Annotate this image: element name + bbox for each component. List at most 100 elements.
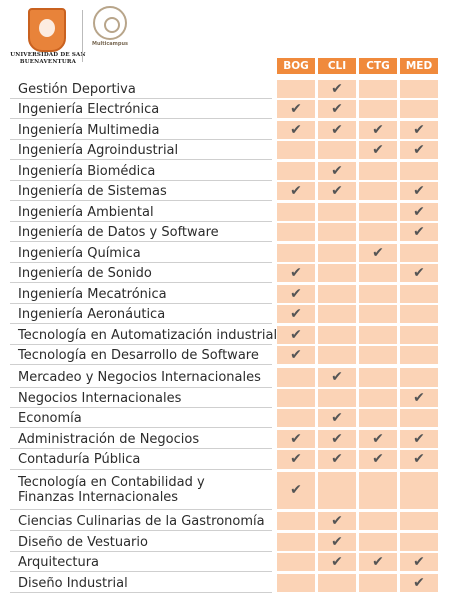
cell-ctg bbox=[359, 574, 397, 592]
university-name: UNIVERSIDAD DE SAN BUENAVENTURA bbox=[10, 52, 86, 65]
cell-bog: ✔ bbox=[277, 285, 315, 303]
check-icon: ✔ bbox=[331, 122, 343, 138]
cell-med: ✔ bbox=[400, 430, 438, 448]
program-name: Ingeniería Aeronáutica bbox=[18, 307, 166, 322]
table-row: Tecnología en Contabilidad y Finanzas Int… bbox=[0, 471, 451, 510]
program-name: Gestión Deportiva bbox=[18, 82, 136, 97]
cell-ctg bbox=[359, 389, 397, 407]
cell-ctg: ✔ bbox=[359, 141, 397, 159]
check-icon: ✔ bbox=[372, 142, 384, 158]
cell-bog: ✔ bbox=[277, 100, 315, 118]
check-icon: ✔ bbox=[413, 224, 425, 240]
cell-bog bbox=[277, 553, 315, 571]
cell-cli bbox=[318, 326, 356, 344]
row-divider bbox=[10, 118, 272, 119]
check-icon: ✔ bbox=[290, 482, 302, 498]
cell-med: ✔ bbox=[400, 203, 438, 221]
row-divider bbox=[10, 469, 272, 470]
table-row: Gestión Deportiva ✔ bbox=[0, 79, 451, 99]
cell-bog bbox=[277, 223, 315, 241]
cell-ctg bbox=[359, 368, 397, 387]
column-header-ctg: CTG bbox=[359, 58, 397, 74]
row-divider bbox=[10, 323, 272, 324]
cell-med bbox=[400, 285, 438, 303]
cell-ctg: ✔ bbox=[359, 553, 397, 571]
cell-cli: ✔ bbox=[318, 409, 356, 427]
cell-cli bbox=[318, 389, 356, 407]
check-icon: ✔ bbox=[290, 347, 302, 363]
cell-ctg bbox=[359, 409, 397, 427]
row-divider bbox=[10, 387, 272, 388]
program-name: Tecnología en Automatización industrial bbox=[18, 328, 278, 343]
check-icon: ✔ bbox=[331, 534, 343, 550]
cell-med bbox=[400, 512, 438, 530]
check-icon: ✔ bbox=[413, 122, 425, 138]
check-icon: ✔ bbox=[413, 390, 425, 406]
cell-cli: ✔ bbox=[318, 512, 356, 530]
check-icon: ✔ bbox=[413, 554, 425, 570]
table-row: Ingeniería Agroindustrial ✔ ✔ bbox=[0, 140, 451, 160]
cell-cli bbox=[318, 203, 356, 221]
cell-bog bbox=[277, 574, 315, 592]
check-icon: ✔ bbox=[372, 122, 384, 138]
program-name: Ingeniería Mecatrónica bbox=[18, 287, 167, 302]
row-divider bbox=[10, 262, 272, 263]
row-divider bbox=[10, 303, 272, 304]
cell-med bbox=[400, 346, 438, 364]
row-divider bbox=[10, 509, 272, 510]
cell-ctg: ✔ bbox=[359, 121, 397, 139]
cell-bog bbox=[277, 244, 315, 262]
check-icon: ✔ bbox=[331, 81, 343, 97]
cell-bog: ✔ bbox=[277, 264, 315, 282]
column-header-cli: CLI bbox=[318, 58, 356, 74]
program-name: Arquitectura bbox=[18, 555, 100, 570]
cell-cli bbox=[318, 223, 356, 241]
cell-ctg bbox=[359, 182, 397, 200]
cell-cli: ✔ bbox=[318, 533, 356, 551]
check-icon: ✔ bbox=[290, 431, 302, 447]
row-divider bbox=[10, 448, 272, 449]
cell-cli: ✔ bbox=[318, 430, 356, 448]
cell-cli: ✔ bbox=[318, 553, 356, 571]
cell-cli bbox=[318, 472, 356, 509]
cell-ctg bbox=[359, 533, 397, 551]
cell-bog bbox=[277, 203, 315, 221]
cell-bog: ✔ bbox=[277, 346, 315, 364]
multicampus-label: Multicampus bbox=[91, 41, 128, 47]
cell-ctg: ✔ bbox=[359, 244, 397, 262]
table-row: Ingeniería de Sistemas ✔ ✔ ✔ bbox=[0, 181, 451, 201]
check-icon: ✔ bbox=[331, 369, 343, 385]
program-name: Ingeniería Multimedia bbox=[18, 123, 160, 138]
cell-med bbox=[400, 472, 438, 509]
check-icon: ✔ bbox=[413, 265, 425, 281]
row-divider bbox=[10, 241, 272, 242]
table-row: Ciencias Culinarias de la Gastronomía ✔ bbox=[0, 511, 451, 531]
cell-bog bbox=[277, 141, 315, 159]
cell-bog: ✔ bbox=[277, 450, 315, 469]
cell-med: ✔ bbox=[400, 553, 438, 571]
table-row: Diseño de Vestuario ✔ bbox=[0, 532, 451, 552]
cell-med: ✔ bbox=[400, 223, 438, 241]
check-icon: ✔ bbox=[290, 451, 302, 467]
cell-cli: ✔ bbox=[318, 162, 356, 180]
program-name: Ingeniería Biomédica bbox=[18, 164, 156, 179]
program-name: Ingeniería de Sonido bbox=[18, 266, 152, 281]
row-divider bbox=[10, 407, 272, 408]
check-icon: ✔ bbox=[331, 554, 343, 570]
check-icon: ✔ bbox=[290, 265, 302, 281]
cell-med bbox=[400, 305, 438, 323]
cell-bog: ✔ bbox=[277, 430, 315, 448]
program-name: Ingeniería Electrónica bbox=[18, 102, 160, 117]
table-row: Arquitectura ✔ ✔ ✔ bbox=[0, 552, 451, 572]
cell-med: ✔ bbox=[400, 141, 438, 159]
cell-ctg bbox=[359, 203, 397, 221]
table-row: Mercadeo y Negocios Internacionales ✔ bbox=[0, 367, 451, 388]
program-name: Economía bbox=[18, 411, 82, 426]
program-name: Ingeniería Química bbox=[18, 246, 141, 261]
program-name: Diseño de Vestuario bbox=[18, 535, 148, 550]
check-icon: ✔ bbox=[413, 575, 425, 591]
cell-bog: ✔ bbox=[277, 472, 315, 509]
program-name: Ingeniería Agroindustrial bbox=[18, 143, 179, 158]
cell-cli: ✔ bbox=[318, 121, 356, 139]
program-name: Ingeniería de Datos y Software bbox=[18, 225, 219, 240]
